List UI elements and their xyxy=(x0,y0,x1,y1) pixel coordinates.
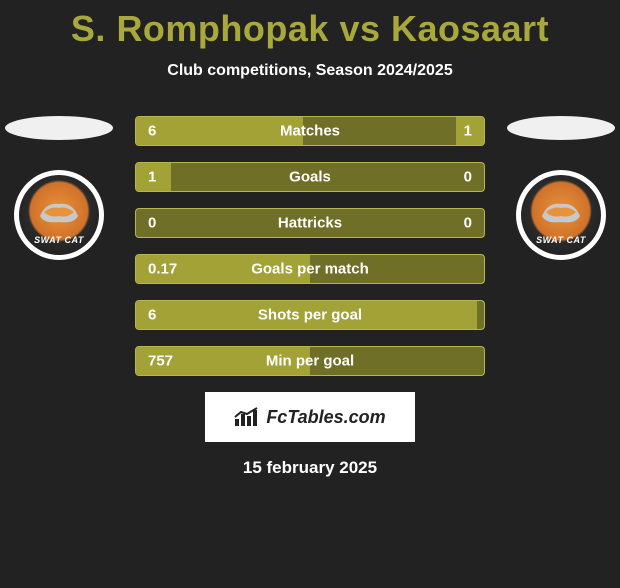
stat-left-value: 6 xyxy=(148,307,156,324)
brand-badge[interactable]: FcTables.com xyxy=(205,392,415,442)
team-badge-right: SWAT CAT xyxy=(516,170,606,260)
stat-row: 1 0 Goals xyxy=(135,162,485,192)
brand-text: FcTables.com xyxy=(266,407,385,428)
chart-icon xyxy=(234,407,260,427)
page-subtitle: Club competitions, Season 2024/2025 xyxy=(0,62,620,80)
stat-left-value: 757 xyxy=(148,353,173,370)
stat-row: 6 Shots per goal xyxy=(135,300,485,330)
swat-cat-icon xyxy=(536,198,586,232)
swat-cat-icon xyxy=(34,198,84,232)
stat-row: 0.17 Goals per match xyxy=(135,254,485,284)
stat-label: Shots per goal xyxy=(258,307,362,324)
bar-fill-left xyxy=(136,117,303,145)
stat-row: 0 0 Hattricks xyxy=(135,208,485,238)
badge-text-right: SWAT CAT xyxy=(521,235,601,245)
stat-right-value: 0 xyxy=(464,215,472,232)
stat-right-value: 0 xyxy=(464,169,472,186)
stat-row: 757 Min per goal xyxy=(135,346,485,376)
player-silhouette-right xyxy=(507,116,615,140)
left-player-column: SWAT CAT xyxy=(4,116,114,260)
stat-right-value: 1 xyxy=(464,123,472,140)
footer-date: 15 february 2025 xyxy=(0,458,620,478)
stat-row: 6 1 Matches xyxy=(135,116,485,146)
right-player-column: SWAT CAT xyxy=(506,116,616,260)
player-silhouette-left xyxy=(5,116,113,140)
stat-bars: 6 1 Matches 1 0 Goals 0 0 Hattricks 0.17 Goals per… xyxy=(135,116,485,376)
stat-left-value: 0 xyxy=(148,215,156,232)
team-badge-left: SWAT CAT xyxy=(14,170,104,260)
stat-left-value: 6 xyxy=(148,123,156,140)
stat-label: Hattricks xyxy=(278,215,342,232)
comparison-content: SWAT CAT SWAT CAT 6 1 Matches 1 0 Goals 0 0 Hatt… xyxy=(0,116,620,376)
stat-label: Goals per match xyxy=(251,261,369,278)
stat-label: Matches xyxy=(280,123,340,140)
stat-left-value: 1 xyxy=(148,169,156,186)
stat-left-value: 0.17 xyxy=(148,261,177,278)
stat-label: Goals xyxy=(289,169,331,186)
badge-text-left: SWAT CAT xyxy=(19,235,99,245)
page-title: S. Romphopak vs Kaosaart xyxy=(0,8,620,50)
stat-label: Min per goal xyxy=(266,353,354,370)
